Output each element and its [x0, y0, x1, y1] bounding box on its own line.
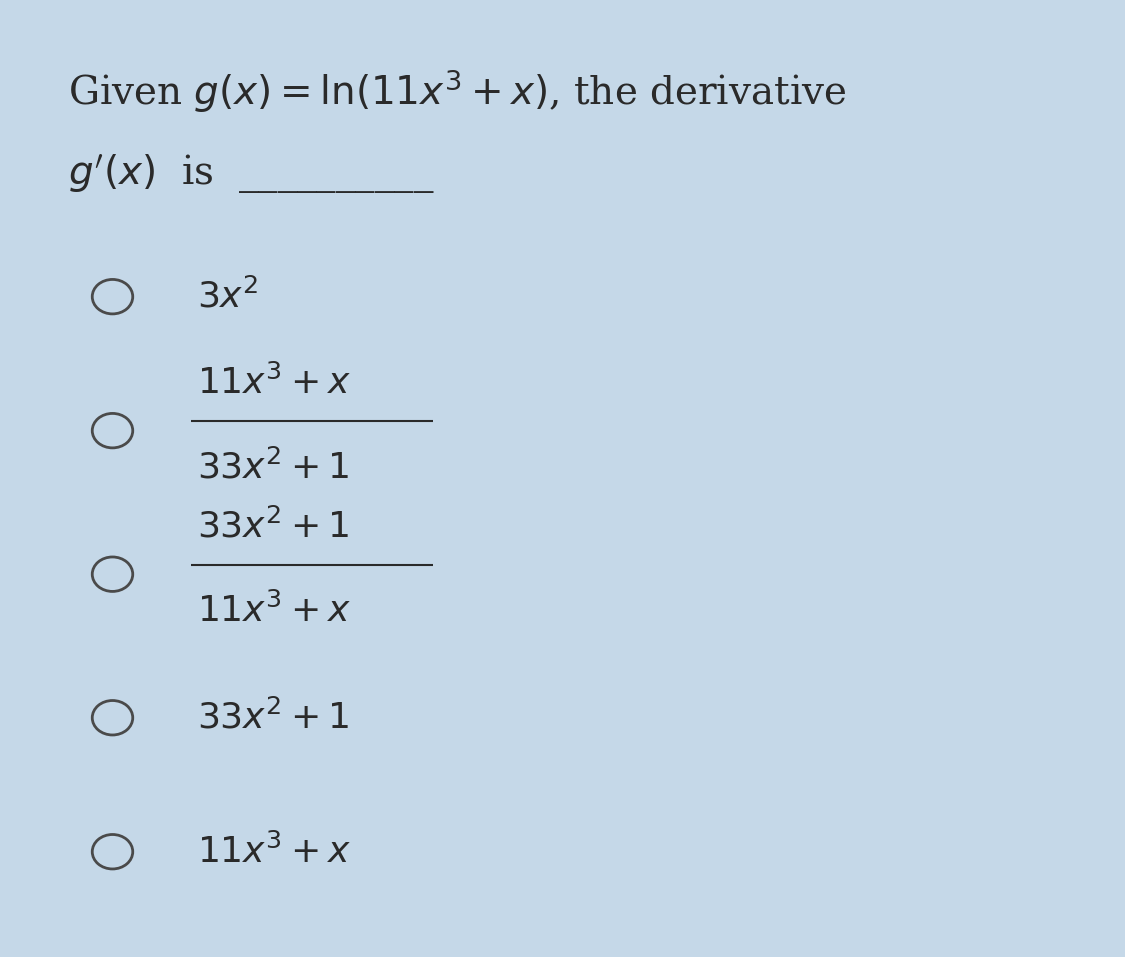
Text: $11x^3 + x$: $11x^3 + x$ [197, 365, 351, 401]
Text: $33x^2 + 1$: $33x^2 + 1$ [197, 508, 349, 545]
Text: $g^{\prime}(x)$  is  __________: $g^{\prime}(x)$ is __________ [68, 153, 434, 196]
Text: Given $g(x) = \ln(11x^3 + x)$, the derivative: Given $g(x) = \ln(11x^3 + x)$, the deriv… [68, 67, 846, 115]
Text: $3x^2$: $3x^2$ [197, 278, 259, 315]
Text: $11x^3 + x$: $11x^3 + x$ [197, 592, 351, 629]
Text: $33x^2 + 1$: $33x^2 + 1$ [197, 449, 349, 485]
Text: $33x^2 + 1$: $33x^2 + 1$ [197, 700, 349, 736]
Text: $11x^3 + x$: $11x^3 + x$ [197, 834, 351, 870]
